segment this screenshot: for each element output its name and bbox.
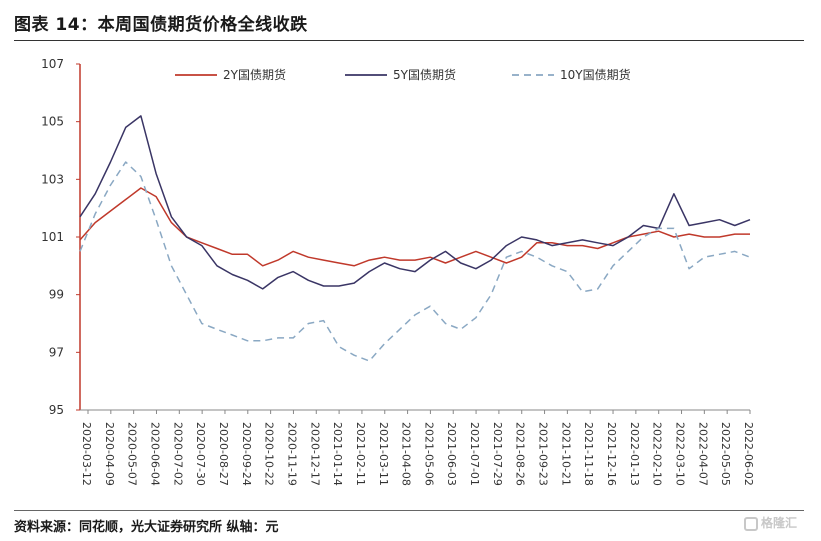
- x-tick-label: 2020-10-22: [263, 422, 276, 486]
- x-tick-label: 2020-09-24: [240, 422, 253, 486]
- x-tick-label: 2022-06-02: [742, 422, 755, 486]
- y-tick-label: 97: [49, 345, 64, 359]
- x-tick-label: 2020-12-17: [308, 422, 321, 486]
- legend-label-2: 10Y国债期货: [560, 67, 631, 82]
- y-axis: 95 97 99 101 103 105 107: [41, 57, 81, 417]
- x-tick-label: 2020-07-02: [171, 422, 184, 486]
- y-tick-label: 95: [49, 403, 64, 417]
- x-tick-label: 2021-02-11: [354, 422, 367, 486]
- x-tick-label: 2022-05-05: [719, 422, 732, 486]
- x-tick-label: 2021-04-08: [400, 422, 413, 486]
- x-tick-label: 2021-11-18: [582, 422, 595, 486]
- x-tick-label: 2021-07-29: [491, 422, 504, 486]
- x-tick-label: 2020-03-12: [80, 422, 93, 486]
- x-tick-label: 2021-06-03: [445, 422, 458, 486]
- x-tick-label: 2021-01-14: [331, 422, 344, 486]
- x-tick-label: 2020-04-09: [103, 422, 116, 486]
- x-tick-label: 2022-04-07: [696, 422, 709, 486]
- x-tick-label: 2021-09-23: [537, 422, 550, 486]
- y-tick-label: 107: [41, 57, 64, 71]
- legend-label-1: 5Y国债期货: [393, 67, 456, 82]
- x-tick-label: 2021-05-06: [422, 422, 435, 486]
- x-tick-label: 2021-10-21: [559, 422, 572, 486]
- y-tick-label: 101: [41, 230, 64, 244]
- x-tick-label: 2022-03-10: [674, 422, 687, 486]
- x-tick-label: 2021-07-01: [468, 422, 481, 486]
- legend: 2Y国债期货 5Y国债期货 10Y国债期货: [175, 67, 631, 82]
- y-tick-label: 99: [49, 288, 64, 302]
- x-tick-label: 2020-08-27: [217, 422, 230, 486]
- x-tick-label: 2020-07-30: [194, 422, 207, 486]
- x-tick-label: 2020-11-19: [285, 422, 298, 486]
- x-tick-label: 2022-02-10: [651, 422, 664, 486]
- title-divider: [14, 40, 804, 41]
- series-lines: [79, 115, 751, 362]
- x-tick-label: 2021-12-16: [605, 422, 618, 486]
- series-line-0: [79, 187, 750, 267]
- watermark-icon: [744, 516, 758, 531]
- y-tick-label: 103: [41, 172, 64, 186]
- series-line-2: [79, 161, 751, 362]
- watermark-text: 格隆汇: [761, 516, 798, 530]
- y-tick-label: 105: [41, 115, 64, 129]
- x-tick-label: 2020-05-07: [126, 422, 139, 486]
- series-line-1: [79, 115, 751, 290]
- source-divider: [14, 510, 804, 511]
- x-tick-label: 2022-01-13: [628, 422, 641, 486]
- figure-title: 图表 14：本周国债期货价格全线收跌: [14, 15, 308, 35]
- x-tick-label: 2020-06-04: [148, 422, 161, 486]
- x-tick-label: 2021-03-11: [377, 422, 390, 486]
- watermark-logo: 格隆汇: [744, 514, 797, 531]
- legend-label-0: 2Y国债期货: [223, 67, 286, 82]
- source-note: 资料来源：同花顺，光大证券研究所 纵轴：元: [14, 520, 279, 535]
- x-tick-label: 2021-08-26: [514, 422, 527, 486]
- x-axis: 2020-03-12 2020-04-09 2020-05-07 2020-06-04…: [80, 409, 755, 486]
